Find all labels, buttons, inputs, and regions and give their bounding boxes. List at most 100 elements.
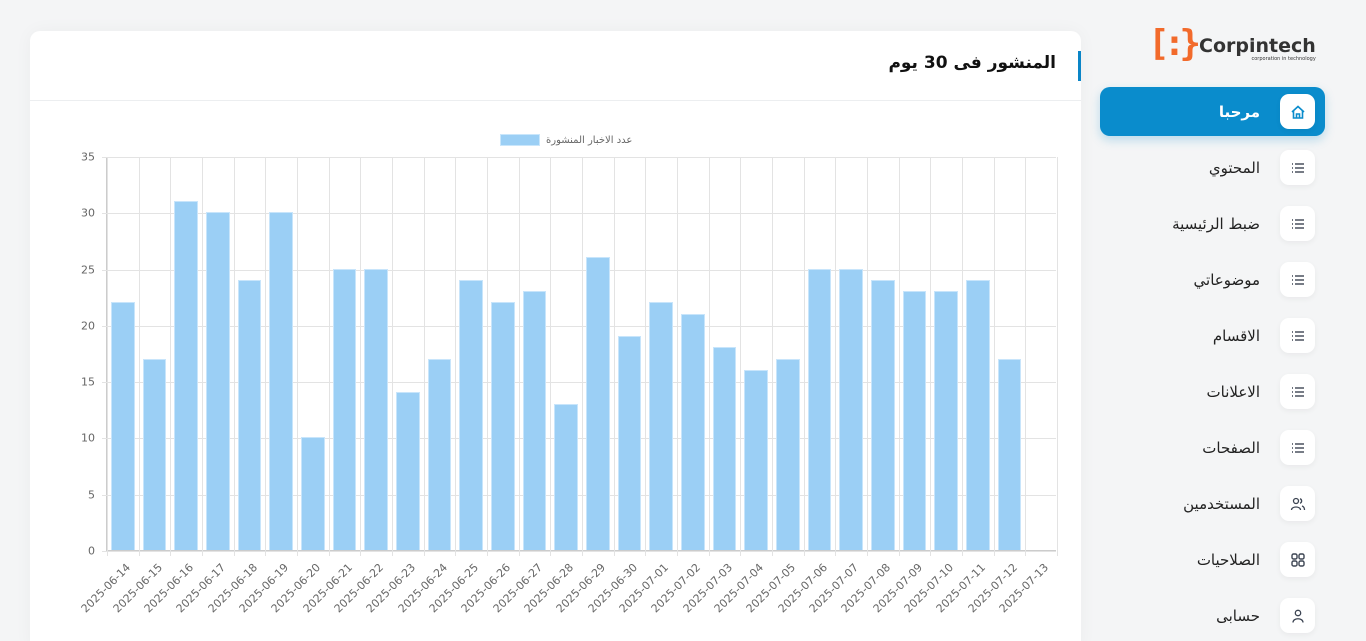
chart-card: المنشور فى 30 يوم عدد الاخبار المنشورة 0… xyxy=(30,31,1081,641)
y-tick-label: 10 xyxy=(81,431,95,445)
x-gridline xyxy=(708,157,710,556)
x-gridline xyxy=(487,157,488,556)
bar[interactable] xyxy=(237,279,262,550)
sidebar-item-1[interactable]: المحتوي xyxy=(1100,143,1325,192)
sidebar-item-label: الصلاحيات xyxy=(1196,550,1260,569)
x-gridline xyxy=(645,157,647,556)
legend-label: عدد الاخبار المنشورة xyxy=(546,134,633,146)
y-gridline xyxy=(102,157,1056,158)
bar[interactable] xyxy=(522,291,547,550)
chart-legend[interactable]: عدد الاخبار المنشورة xyxy=(500,134,632,146)
list-icon xyxy=(1280,374,1315,409)
bar[interactable] xyxy=(744,369,768,550)
logo-name: Corpintech xyxy=(1199,35,1316,57)
bar[interactable] xyxy=(491,302,515,550)
sidebar-item-label: حسابى xyxy=(1216,606,1260,625)
x-gridline xyxy=(202,157,203,556)
x-gridline xyxy=(297,157,298,556)
bar[interactable] xyxy=(332,268,357,550)
bar[interactable] xyxy=(174,201,198,550)
x-gridline xyxy=(740,157,742,556)
sidebar-item-3[interactable]: موضوعاتي xyxy=(1100,255,1325,304)
home-icon xyxy=(1280,94,1315,129)
bar[interactable] xyxy=(712,347,737,550)
bar[interactable] xyxy=(776,358,800,550)
bar[interactable] xyxy=(554,403,578,550)
list-icon xyxy=(1280,206,1315,241)
bar[interactable] xyxy=(871,279,895,550)
title-accent-bar xyxy=(1078,51,1081,81)
x-gridline xyxy=(550,157,552,556)
sidebar-item-4[interactable]: الاقسام xyxy=(1100,311,1325,360)
y-tick-label: 25 xyxy=(81,263,95,277)
y-tick-label: 0 xyxy=(88,544,95,558)
x-gridline xyxy=(835,157,837,556)
logo[interactable]: [:} Corpintech corporation in technology xyxy=(1148,23,1316,64)
users-icon xyxy=(1280,486,1315,521)
x-gridline xyxy=(328,157,330,556)
sidebar: [:} Corpintech corporation in technology… xyxy=(1100,0,1366,641)
bar[interactable] xyxy=(586,257,610,550)
bar[interactable] xyxy=(206,212,230,550)
list-icon xyxy=(1280,150,1315,185)
y-gridline xyxy=(102,382,1056,384)
bar[interactable] xyxy=(681,313,705,550)
y-gridline xyxy=(102,438,1056,440)
sidebar-item-9[interactable]: حسابى xyxy=(1100,591,1325,640)
bar[interactable] xyxy=(966,279,990,550)
sidebar-item-8[interactable]: الصلاحيات xyxy=(1100,535,1325,584)
x-gridline xyxy=(772,157,773,556)
y-tick-label: 15 xyxy=(81,375,95,389)
x-gridline xyxy=(867,157,868,556)
bar[interactable] xyxy=(997,358,1022,550)
sidebar-item-0[interactable]: مرحبا xyxy=(1100,87,1325,136)
sidebar-item-7[interactable]: المستخدمين xyxy=(1100,479,1325,528)
logo-tagline: corporation in technology xyxy=(1251,56,1316,62)
y-gridline xyxy=(102,269,1056,271)
y-tick-label: 35 xyxy=(81,150,95,164)
sidebar-item-label: الاعلانات xyxy=(1206,382,1261,401)
bar[interactable] xyxy=(142,358,167,550)
bar[interactable] xyxy=(364,268,388,550)
bar[interactable] xyxy=(617,336,642,550)
sidebar-item-label: الصفحات xyxy=(1202,438,1260,457)
sidebar-item-label: المحتوي xyxy=(1208,158,1260,177)
sidebar-item-2[interactable]: ضبط الرئيسية xyxy=(1100,199,1325,248)
sidebar-item-label: المستخدمين xyxy=(1183,494,1260,513)
y-tick-label: 20 xyxy=(81,319,95,333)
sidebar-item-6[interactable]: الصفحات xyxy=(1100,423,1325,472)
bar[interactable] xyxy=(459,279,483,550)
sidebar-item-label: مرحبا xyxy=(1218,102,1260,121)
bar[interactable] xyxy=(111,302,135,550)
sidebar-item-5[interactable]: الاعلانات xyxy=(1100,367,1325,416)
x-gridline xyxy=(677,157,678,556)
bar[interactable] xyxy=(396,392,420,550)
bar[interactable] xyxy=(934,291,958,550)
x-gridline xyxy=(962,157,963,556)
y-gridline xyxy=(102,494,1056,496)
bar[interactable] xyxy=(427,358,452,550)
bar[interactable] xyxy=(649,302,673,550)
sidebar-item-label: موضوعاتي xyxy=(1193,270,1260,289)
bar[interactable] xyxy=(839,268,863,550)
x-gridline xyxy=(898,157,900,556)
x-gridline xyxy=(455,157,457,556)
x-gridline xyxy=(265,157,267,556)
bar[interactable] xyxy=(269,212,293,550)
y-gridline xyxy=(102,325,1056,327)
bar-chart: عدد الاخبار المنشورة 0 5 10 15 20 25 30 35 2025-… xyxy=(30,101,1081,641)
list-icon xyxy=(1280,430,1315,465)
y-gridline xyxy=(102,213,1056,215)
bar[interactable] xyxy=(807,268,832,550)
grid-icon xyxy=(1280,542,1315,577)
user-icon xyxy=(1280,598,1315,633)
bar[interactable] xyxy=(902,291,927,550)
x-gridline xyxy=(613,157,615,556)
logo-mark: [:} xyxy=(1148,23,1201,64)
x-gridline xyxy=(803,157,805,556)
x-gridline xyxy=(1057,157,1058,556)
bar[interactable] xyxy=(301,437,325,550)
x-gridline xyxy=(930,157,932,556)
y-tick-label: 5 xyxy=(88,488,95,502)
x-gridline xyxy=(993,157,995,556)
